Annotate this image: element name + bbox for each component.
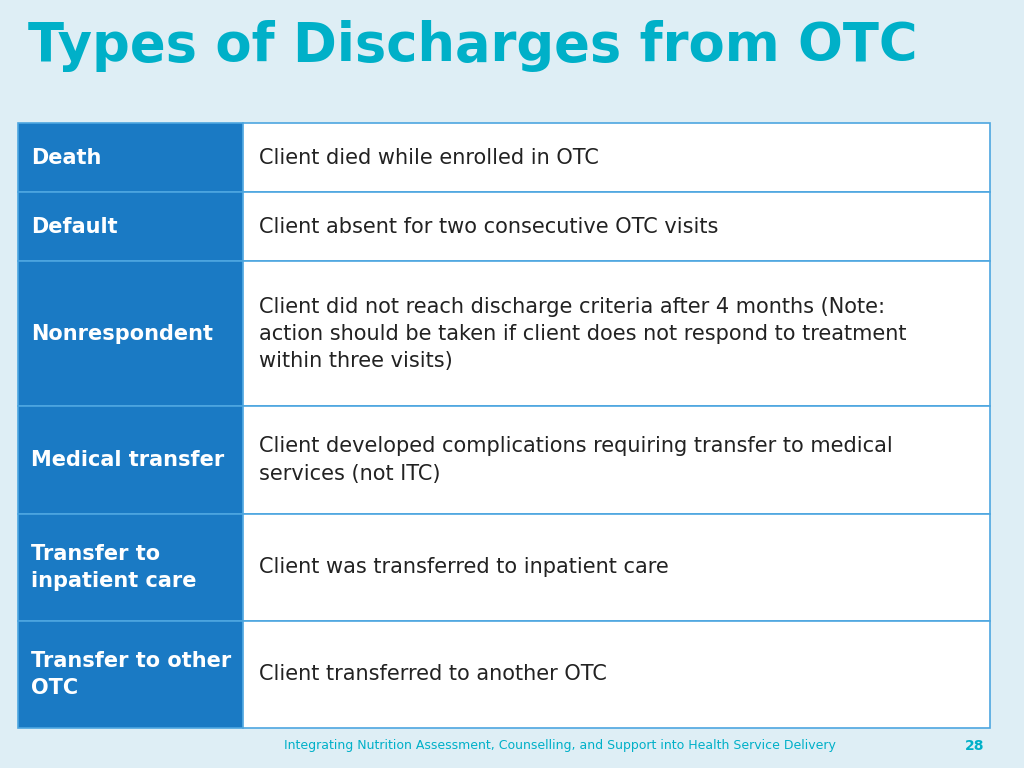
Text: Types of Discharges from OTC: Types of Discharges from OTC — [28, 20, 918, 72]
Bar — [243, 514, 990, 621]
Bar — [18, 192, 243, 261]
Text: Client absent for two consecutive OTC visits: Client absent for two consecutive OTC vi… — [259, 217, 719, 237]
Bar — [243, 192, 990, 261]
Text: Client died while enrolled in OTC: Client died while enrolled in OTC — [259, 147, 599, 167]
Bar — [18, 406, 243, 514]
Bar — [18, 123, 243, 192]
Bar — [243, 261, 990, 406]
Text: Client transferred to another OTC: Client transferred to another OTC — [259, 664, 607, 684]
Bar — [243, 621, 990, 728]
Text: Transfer to
inpatient care: Transfer to inpatient care — [31, 544, 197, 591]
Bar — [243, 123, 990, 192]
Bar — [243, 406, 990, 514]
Text: Default: Default — [31, 217, 118, 237]
Text: Client developed complications requiring transfer to medical
services (not ITC): Client developed complications requiring… — [259, 436, 893, 484]
Text: Client did not reach discharge criteria after 4 months (Note:
action should be t: Client did not reach discharge criteria … — [259, 296, 906, 371]
Text: Client was transferred to inpatient care: Client was transferred to inpatient care — [259, 558, 669, 578]
Text: 28: 28 — [966, 739, 985, 753]
Bar — [18, 621, 243, 728]
Bar — [18, 261, 243, 406]
Text: Death: Death — [31, 147, 101, 167]
Text: Nonrespondent: Nonrespondent — [31, 324, 213, 344]
Text: Medical transfer: Medical transfer — [31, 450, 224, 470]
Text: Integrating Nutrition Assessment, Counselling, and Support into Health Service D: Integrating Nutrition Assessment, Counse… — [284, 740, 836, 753]
Bar — [18, 514, 243, 621]
Text: Transfer to other
OTC: Transfer to other OTC — [31, 650, 231, 698]
